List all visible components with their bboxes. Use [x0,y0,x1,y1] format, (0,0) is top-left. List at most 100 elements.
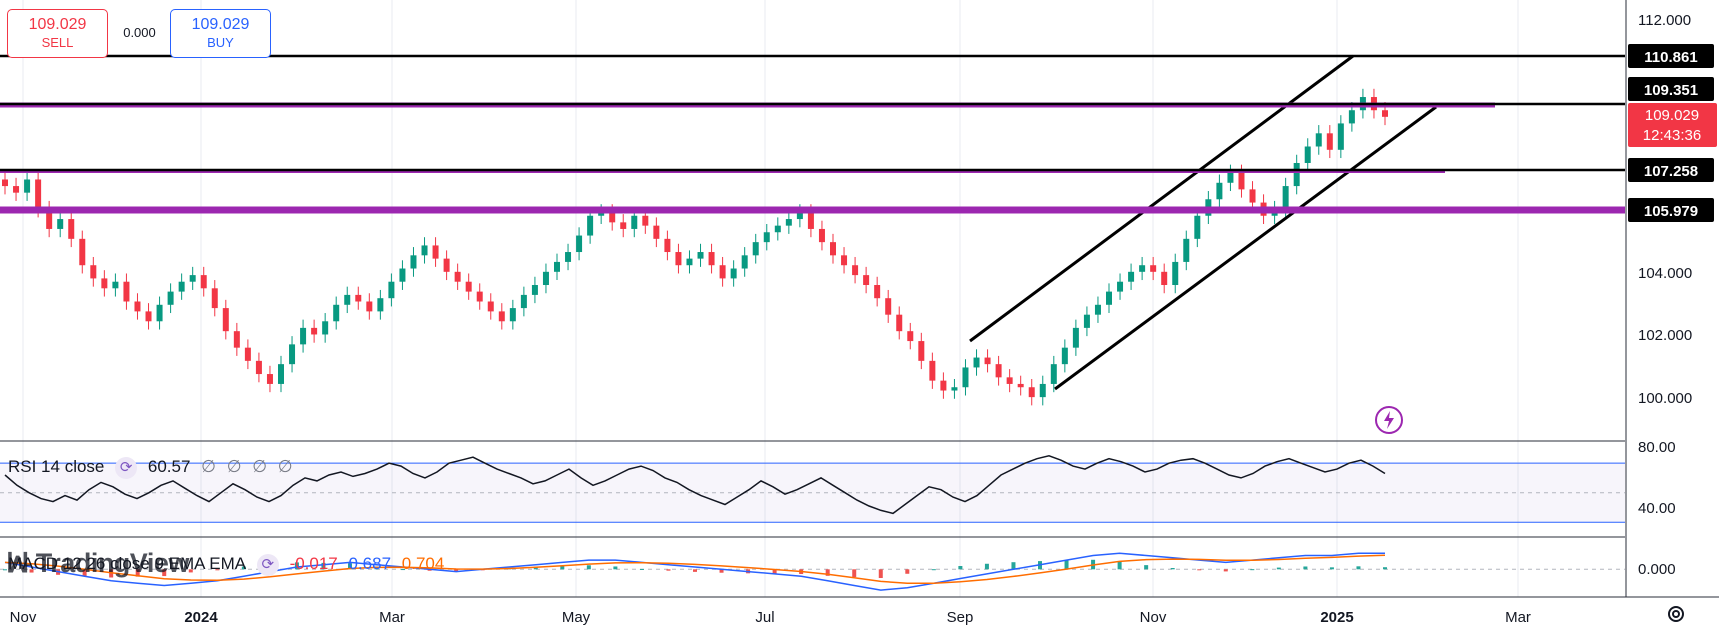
candle-body [322,321,329,335]
sell-button[interactable]: 109.029 SELL [7,9,108,58]
rsi-line [4,455,1386,515]
tradingview-logo: ꟽ TradingView [6,548,189,579]
candle-body [1050,364,1057,384]
time-axis-label: Jul [755,609,774,626]
macd-histogram-bar [188,569,193,573]
time-axis-label: May [562,609,591,626]
candle-body [708,252,715,266]
spread-value: 0.000 [123,25,156,40]
candle-body [763,232,770,243]
candle-body [1028,387,1035,398]
candle-body [13,186,20,193]
candle-body [1150,265,1157,272]
candle-body [686,258,693,266]
candle-body [807,212,814,229]
level-price-tag[interactable] [1628,77,1714,101]
candle-body [520,294,527,309]
macd-histogram-bar [852,569,857,578]
candle-body [1337,123,1344,150]
candle-body [443,258,450,272]
candle-body [255,360,262,375]
candle-body [907,331,914,342]
candle-body [167,291,174,305]
candle-body [531,285,538,295]
candle-body [355,294,362,302]
channel-lower-line[interactable] [1054,105,1437,391]
candle-body [653,225,660,239]
level-price-tag[interactable] [1628,44,1714,68]
candle-body [598,212,605,216]
candle-body [2,179,8,187]
macd-histogram-bar [1144,565,1149,570]
candle-body [101,278,108,289]
candle-body [1039,383,1046,398]
candle-body [984,357,991,365]
rsi-value: 60.57 [147,457,191,477]
candle-body [123,281,130,302]
channel-upper-line[interactable] [969,54,1354,343]
macd-histogram-bar [825,569,830,576]
candle-body [620,222,627,229]
macd-histogram-bar [29,569,34,573]
settings-gear-icon[interactable] [1665,603,1687,625]
macd-histogram-bar [905,569,910,574]
candle-body [1315,133,1322,147]
candle-body [1348,110,1355,124]
candle-body [940,380,947,391]
candle-body [631,215,638,229]
macd-histogram-bar [586,565,591,570]
candle-body [1061,347,1068,365]
rsi-extra-3: ∅ [252,457,268,477]
macd-signal-line [4,554,1386,585]
candle-body [841,255,848,266]
candle-body [830,242,836,256]
candle-body [719,265,726,279]
macd-histogram-bar [82,569,87,577]
rsi-axis-label: 40.00 [1638,500,1676,517]
price-axis-label: 102.000 [1638,327,1692,344]
macd-legend[interactable]: MACD 12 26 close 9 EMA EMA ⟳ -0.017 0.68… [8,554,450,576]
candle-body [156,304,163,322]
macd-histogram-bar [958,566,963,570]
candle-body [454,271,461,282]
candle-body [266,374,273,384]
rsi-legend[interactable]: RSI 14 close ⟳ 60.57 ∅ ∅ ∅ ∅ [8,457,299,479]
candle-body [1304,146,1311,163]
macd-histogram-bar [1276,567,1281,570]
horizontal-levels[interactable] [0,54,1625,214]
macd-histogram-bar [878,569,883,578]
candle-body [896,314,903,332]
candle-body [1072,327,1079,348]
candle-body [1006,377,1013,384]
candle-body [995,364,1002,378]
time-axis-label: Mar [379,609,405,626]
candle-body [134,301,141,312]
candle-body [300,327,307,345]
level-price-tag[interactable] [1628,198,1714,222]
candle-body [818,228,825,243]
buy-button[interactable]: 109.029 BUY [170,9,271,58]
candle-body [774,225,781,233]
macd-histogram-bar [560,565,565,570]
candle-body [278,364,284,384]
candle-body [885,298,892,315]
candle-body [211,288,218,309]
candle-body [962,367,969,388]
logo-text: TradingView [35,548,190,578]
rsi-pane [0,440,1625,523]
candle-body [222,308,229,332]
candle-body [1326,133,1333,150]
buy-label: BUY [207,35,234,50]
candle-body [145,311,152,322]
level-price-tag[interactable] [1628,158,1714,182]
current-price-tag[interactable] [1628,103,1717,147]
macd-label: MACD 12 26 close 9 EMA EMA [8,554,247,574]
refresh-icon[interactable]: ⟳ [256,554,279,576]
refresh-icon[interactable]: ⟳ [115,457,138,479]
candle-body [1293,162,1300,187]
lightning-icon[interactable] [1374,405,1404,435]
macd-histogram-bar [135,569,140,577]
time-axis-label: Sep [947,609,974,626]
time-axis-label: Mar [1505,609,1531,626]
